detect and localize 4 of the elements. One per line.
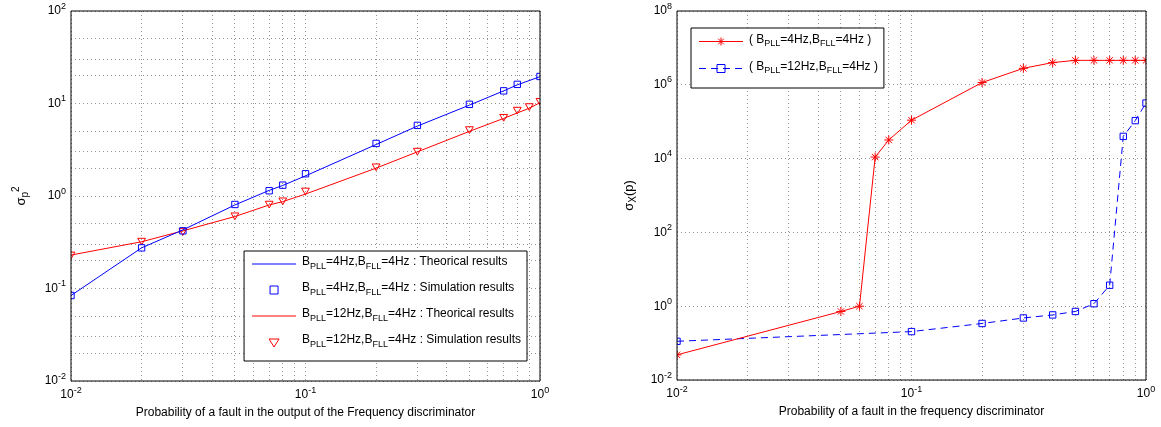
x-axis-title: Probability of a fault in the frequency discriminator	[778, 404, 1045, 419]
x-axis-title: Probability of a fault in the output of the Frequency discriminator	[135, 405, 476, 420]
y-axis-title: σX(p)	[620, 180, 639, 211]
y-axis-title: σp2	[9, 185, 31, 206]
